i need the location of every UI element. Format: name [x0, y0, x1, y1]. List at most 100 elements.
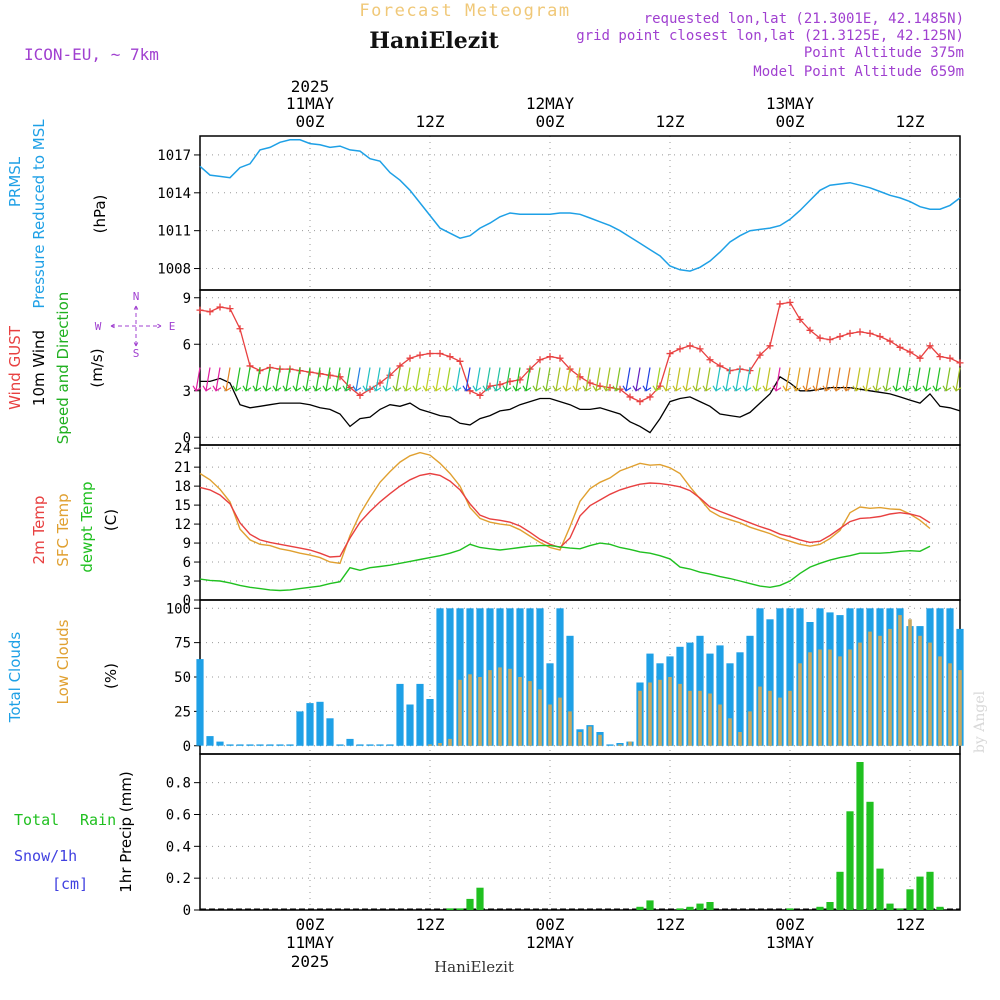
- bottom-year-label: 2025: [291, 952, 330, 971]
- y-tick-label: 9: [183, 291, 191, 307]
- low-cloud-bar: [808, 652, 812, 746]
- wind-direction-arrow: [582, 367, 592, 392]
- wind-direction-arrow: [392, 367, 402, 392]
- wind-direction-arrow: [872, 367, 882, 392]
- wind-direction-arrow: [242, 367, 252, 392]
- wind-direction-arrow: [882, 367, 892, 392]
- wind-direction-arrow: [262, 367, 272, 392]
- legend-snow-unit: [cm]: [52, 875, 88, 893]
- wind-axis-label-dir: Speed and Direction: [54, 292, 72, 445]
- total-cloud-bar: [256, 744, 264, 746]
- wind-gust-marker: [806, 326, 814, 334]
- temp-2m-line: [199, 472, 931, 558]
- wind-direction-arrow: [202, 367, 212, 392]
- low-cloud-bar: [838, 656, 842, 746]
- bottom-date-label: 13MAY: [766, 933, 815, 952]
- total-cloud-bar: [356, 744, 364, 746]
- y-tick-label: 50: [174, 670, 191, 686]
- wind-gust-marker: [446, 353, 454, 361]
- wind-direction-arrow: [382, 367, 392, 392]
- wind-direction-arrow: [312, 367, 322, 392]
- wind-direction-arrow: [602, 367, 612, 392]
- low-cloud-bar: [458, 679, 462, 746]
- wind-direction-arrow: [612, 367, 622, 392]
- low-cloud-bar: [598, 734, 602, 746]
- rain-bar: [706, 902, 714, 910]
- total-cloud-bar: [556, 608, 564, 746]
- wind-direction-arrow: [212, 367, 222, 392]
- rain-bar: [896, 908, 904, 910]
- total-cloud-bar: [196, 659, 204, 746]
- rain-bar: [846, 811, 854, 910]
- wind-direction-arrow: [572, 367, 582, 392]
- total-cloud-bar: [236, 744, 244, 746]
- rain-bar: [926, 871, 934, 910]
- y-tick-label: 9: [183, 536, 191, 552]
- wind-direction-arrow: [342, 367, 352, 392]
- chart-title: Forecast Meteogram: [359, 1, 570, 21]
- y-tick-label: 0: [183, 430, 191, 446]
- wind-gust-marker: [226, 305, 234, 313]
- rain-bar: [636, 906, 644, 910]
- top-hour-label: 12Z: [656, 112, 685, 131]
- rain-bar: [866, 801, 874, 910]
- low-cloud-bar: [648, 682, 652, 746]
- wind-gust-marker: [406, 354, 414, 362]
- total-cloud-bar: [316, 701, 324, 746]
- wind-direction-arrow: [292, 367, 302, 392]
- low-cloud-bar: [878, 635, 882, 746]
- dewpoint-line: [199, 542, 931, 592]
- wind-direction-arrow: [642, 367, 652, 392]
- y-tick-label: 0.2: [166, 871, 191, 887]
- wind-direction-arrow: [552, 367, 562, 392]
- wind-gust-marker: [866, 329, 874, 337]
- low-cloud-bar: [828, 649, 832, 746]
- bottom-date-label: 11MAY: [286, 933, 335, 952]
- wind-direction-arrow: [742, 367, 752, 392]
- rain-bar: [856, 762, 864, 910]
- wind-gust-marker: [946, 354, 954, 362]
- wind-gust-marker: [416, 351, 424, 359]
- wind-direction-arrow: [492, 367, 502, 392]
- total-cloud-bar: [266, 744, 274, 746]
- low-cloud-bar: [898, 615, 902, 746]
- low-cloud-bar: [688, 690, 692, 746]
- wind-gust-marker: [426, 350, 434, 358]
- top-hour-label: 12Z: [416, 112, 445, 131]
- rain-bar: [696, 903, 704, 910]
- low-cloud-bar: [718, 704, 722, 746]
- wind-direction-arrow: [682, 367, 692, 392]
- low-cloud-bar: [668, 677, 672, 746]
- wind-direction-arrow: [482, 367, 492, 392]
- pressure-unit-label: (hPa): [91, 195, 109, 234]
- wind-gust-marker: [706, 356, 714, 364]
- wind-gust-marker: [326, 371, 334, 379]
- total-cloud-bar: [536, 608, 544, 746]
- wind-direction-arrow: [422, 367, 432, 392]
- wind-gust-marker: [556, 354, 564, 362]
- wind-axis-label-gust: Wind GUST: [6, 325, 24, 410]
- y-tick-label: 0.8: [166, 776, 191, 792]
- wind-gust-marker: [856, 328, 864, 336]
- wind-direction-arrow: [772, 367, 782, 392]
- wind-gust-marker: [846, 329, 854, 337]
- wind-gust-marker: [386, 371, 394, 379]
- y-tick-label: 3: [183, 384, 191, 400]
- total-cloud-bar: [326, 718, 334, 746]
- low-cloud-bar: [788, 690, 792, 746]
- wind-gust-marker: [816, 334, 824, 342]
- low-cloud-bar: [908, 619, 912, 746]
- low-cloud-bar: [498, 667, 502, 746]
- wind-gust-marker: [536, 356, 544, 364]
- wind-gust-marker: [686, 342, 694, 350]
- y-tick-label: 100: [166, 601, 191, 617]
- low-cloud-bar: [448, 738, 452, 746]
- wind-direction-arrow: [782, 367, 792, 392]
- low-cloud-bar: [848, 649, 852, 746]
- total-cloud-bar: [376, 744, 384, 746]
- low-cloud-bar: [638, 690, 642, 746]
- wind-direction-arrow: [452, 367, 462, 392]
- y-tick-label: 6: [183, 337, 191, 353]
- wind-gust-marker: [356, 391, 364, 399]
- wind-direction-arrow: [702, 367, 712, 392]
